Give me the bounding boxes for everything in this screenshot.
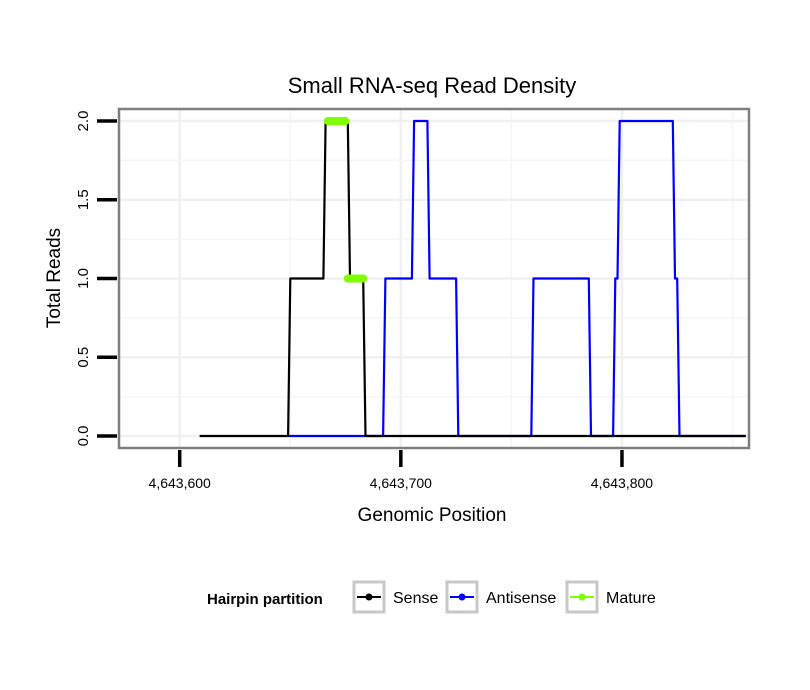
legend-label-sense: Sense (393, 590, 438, 607)
x-axis: 4,643,600 4,643,700 4,643,800 (149, 450, 653, 491)
x-axis-label: Genomic Position (358, 505, 507, 526)
y-tick-label: 2.0 (75, 111, 92, 132)
legend-key-dot (458, 593, 466, 601)
legend-title: Hairpin partition (207, 591, 323, 608)
legend-label-antisense: Antisense (486, 590, 556, 607)
plot-border (117, 107, 751, 450)
legend: Hairpin partition Sense Antisense Mature (207, 580, 656, 614)
x-tick-label: 4,643,600 (149, 475, 211, 491)
y-tick-label: 0.0 (75, 426, 92, 447)
y-tick-label: 0.5 (75, 347, 92, 368)
y-axis: 0.0 0.5 1.0 1.5 2.0 (75, 111, 117, 447)
x-tick-label: 4,643,700 (370, 475, 432, 491)
x-tick-label: 4,643,800 (591, 475, 653, 491)
y-axis-label: Total Reads (44, 228, 65, 328)
legend-key-dot (365, 593, 373, 601)
y-tick-label: 1.0 (75, 268, 92, 289)
series-line-antisense (288, 119, 746, 438)
series-layer (199, 117, 746, 438)
y-tick-label: 1.5 (75, 189, 92, 210)
legend-key-dot (578, 593, 586, 601)
chart-title: Small RNA-seq Read Density (288, 73, 577, 98)
legend-label-mature: Mature (606, 590, 656, 607)
